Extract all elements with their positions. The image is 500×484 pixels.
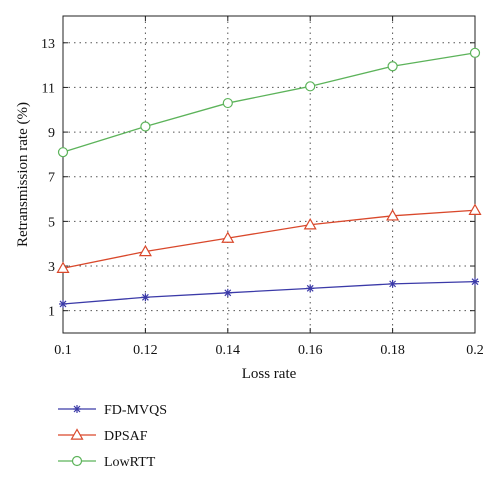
legend-item-fd-mvqs: FD-MVQS bbox=[58, 403, 167, 418]
data-point-fd-mvqs bbox=[141, 293, 150, 302]
plot-frame bbox=[62, 15, 476, 334]
y-axis-title: Retransmission rate (%) bbox=[15, 102, 31, 247]
y-tick-label: 7 bbox=[48, 171, 55, 186]
marker-stroke bbox=[59, 300, 67, 308]
legend-label: FD-MVQS bbox=[104, 403, 167, 418]
series-lowrtt bbox=[57, 47, 481, 158]
series-line-dpsaf bbox=[62, 209, 476, 269]
series-line-fd-mvqs bbox=[62, 281, 476, 305]
marker-stroke bbox=[471, 278, 479, 286]
x-axis-title: Loss rate bbox=[242, 366, 297, 382]
y-tick-label: 5 bbox=[48, 215, 55, 230]
series-line-lowrtt bbox=[62, 52, 476, 153]
marker-stroke bbox=[306, 284, 314, 292]
data-point-fd-mvqs bbox=[471, 277, 479, 286]
marker-stroke bbox=[224, 289, 232, 297]
data-point-lowrtt bbox=[305, 81, 316, 92]
data-point-lowrtt bbox=[140, 121, 151, 132]
data-point-dpsaf bbox=[468, 203, 482, 215]
data-point-dpsaf bbox=[386, 209, 400, 221]
marker-stroke bbox=[141, 293, 149, 301]
y-tick-label: 3 bbox=[48, 260, 55, 275]
y-tick-label: 13 bbox=[41, 37, 55, 52]
series-lines bbox=[56, 47, 482, 308]
data-point-fd-mvqs bbox=[388, 279, 397, 288]
legend-marker bbox=[73, 405, 81, 413]
series-fd-mvqs bbox=[59, 277, 479, 308]
x-tick-label: 0.16 bbox=[298, 343, 323, 358]
y-tick-label: 9 bbox=[48, 126, 55, 141]
data-point-dpsaf bbox=[138, 244, 152, 257]
x-tick-label: 0.2 bbox=[466, 343, 484, 358]
legend-label: DPSAF bbox=[104, 429, 148, 444]
y-tick-label: 11 bbox=[42, 81, 55, 96]
data-point-lowrtt bbox=[469, 47, 481, 58]
x-tick-label: 0.12 bbox=[133, 343, 158, 358]
legend-item-lowrtt: LowRTT bbox=[58, 455, 156, 470]
data-point-fd-mvqs bbox=[223, 288, 232, 297]
data-point-lowrtt bbox=[387, 61, 398, 72]
legend: FD-MVQS DPSAF LowRTT bbox=[58, 403, 167, 470]
legend-marker bbox=[70, 428, 84, 440]
series-dpsaf bbox=[56, 203, 482, 273]
data-point-dpsaf bbox=[303, 218, 317, 230]
legend-marker bbox=[71, 455, 83, 467]
data-point-fd-mvqs bbox=[59, 299, 67, 308]
data-point-dpsaf bbox=[221, 231, 235, 243]
x-tick-label: 0.14 bbox=[216, 343, 241, 358]
y-tick-label: 1 bbox=[48, 305, 55, 320]
legend-item-dpsaf: DPSAF bbox=[58, 428, 148, 444]
marker-stroke bbox=[389, 280, 397, 288]
legend-label: LowRTT bbox=[104, 455, 156, 470]
grid bbox=[63, 16, 475, 333]
marker-stroke bbox=[73, 405, 81, 413]
data-point-lowrtt bbox=[57, 147, 69, 158]
x-tick-label: 0.1 bbox=[54, 343, 72, 358]
data-point-lowrtt bbox=[222, 97, 233, 109]
data-point-dpsaf bbox=[56, 261, 70, 273]
x-tick-label: 0.18 bbox=[380, 343, 405, 358]
data-point-fd-mvqs bbox=[306, 284, 315, 293]
